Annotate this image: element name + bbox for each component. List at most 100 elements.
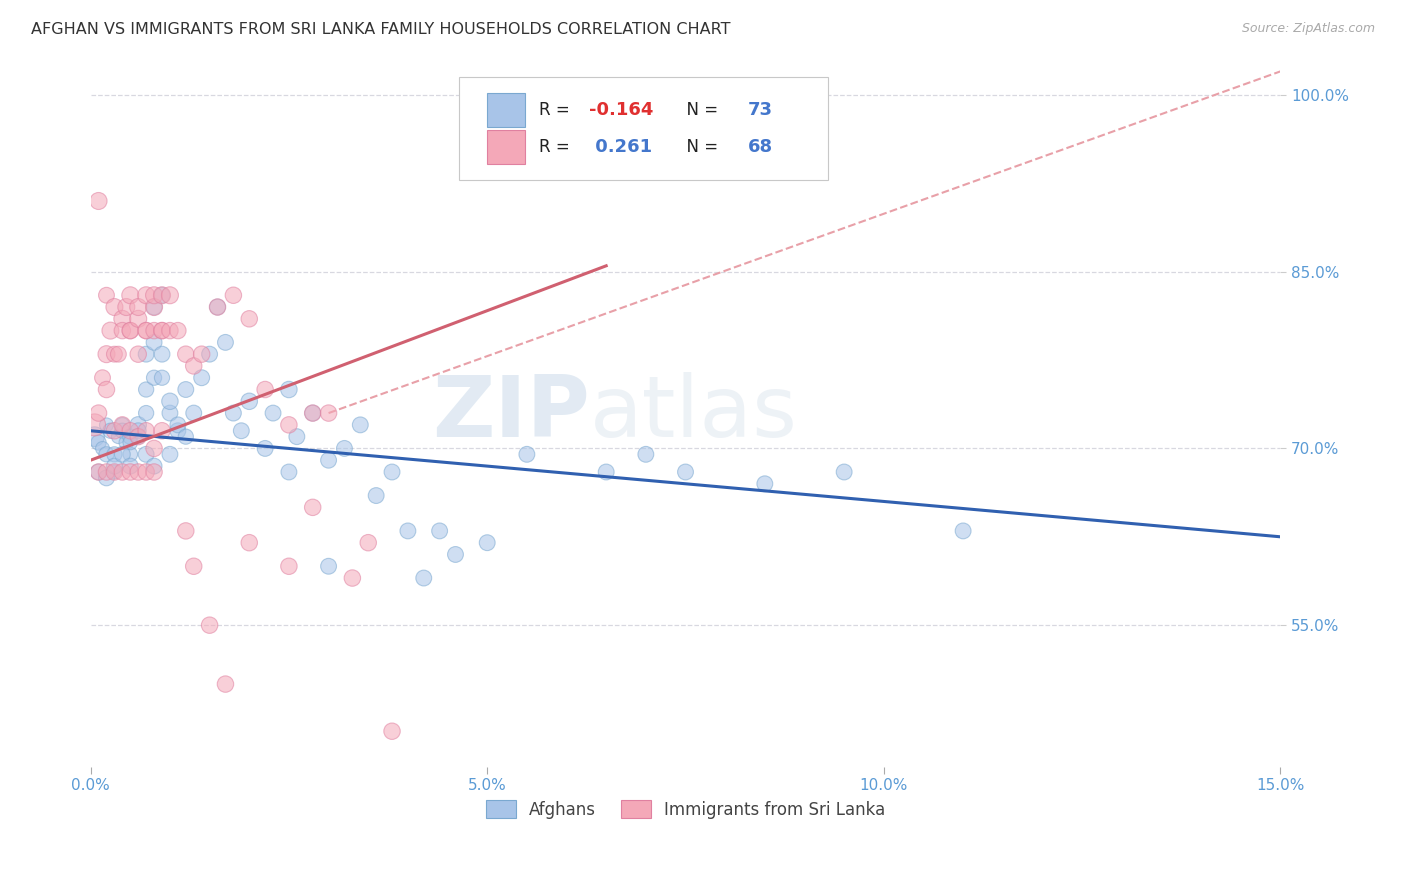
Point [96, 417, 118, 432]
Point [127, 430, 149, 444]
Point [595, 465, 617, 479]
Point [111, 417, 134, 432]
Point [103, 465, 125, 479]
Point [238, 394, 260, 409]
Point [111, 447, 134, 461]
Point [952, 524, 974, 538]
Point [254, 442, 277, 456]
Point [238, 535, 260, 549]
Point [381, 465, 404, 479]
Point [96, 471, 118, 485]
Text: ZIP: ZIP [433, 372, 591, 455]
Point [262, 406, 284, 420]
Point [429, 524, 451, 538]
Point [222, 406, 245, 420]
Point [87, 465, 110, 479]
Point [103, 465, 125, 479]
Point [477, 535, 499, 549]
Point [150, 424, 173, 438]
Point [120, 447, 142, 461]
Point [231, 424, 253, 438]
Point [150, 370, 173, 384]
Text: 0.261: 0.261 [589, 137, 652, 155]
Point [342, 571, 364, 585]
Point [143, 370, 166, 384]
Point [143, 300, 166, 314]
Point [135, 288, 157, 302]
FancyBboxPatch shape [486, 93, 524, 127]
Point [143, 335, 166, 350]
Point [127, 465, 149, 479]
Point [96, 447, 118, 461]
Point [159, 406, 181, 420]
Text: R =: R = [538, 101, 575, 119]
Point [87, 194, 110, 208]
Point [174, 524, 197, 538]
Point [135, 465, 157, 479]
Point [333, 442, 356, 456]
Point [207, 300, 229, 314]
Point [167, 417, 190, 432]
Point [159, 394, 181, 409]
Point [120, 459, 142, 474]
Text: N =: N = [676, 137, 723, 155]
Point [301, 406, 323, 420]
Point [135, 324, 157, 338]
Point [301, 406, 323, 420]
Point [107, 430, 129, 444]
Text: N =: N = [676, 101, 723, 119]
Point [277, 559, 299, 574]
Point [150, 288, 173, 302]
FancyBboxPatch shape [486, 129, 524, 163]
Point [183, 359, 205, 373]
Point [87, 435, 110, 450]
Point [159, 288, 181, 302]
Point [135, 324, 157, 338]
Point [135, 447, 157, 461]
Point [150, 324, 173, 338]
Point [143, 465, 166, 479]
Point [190, 347, 212, 361]
Text: 73: 73 [748, 101, 772, 119]
Point [111, 424, 134, 438]
Point [150, 324, 173, 338]
Point [96, 288, 118, 302]
Point [107, 347, 129, 361]
Point [143, 459, 166, 474]
Point [174, 347, 197, 361]
Point [111, 311, 134, 326]
Point [135, 383, 157, 397]
Point [115, 435, 138, 450]
Point [100, 324, 122, 338]
Point [83, 417, 105, 432]
Point [127, 347, 149, 361]
Point [754, 476, 776, 491]
Point [412, 571, 434, 585]
Point [143, 324, 166, 338]
Point [318, 559, 340, 574]
Legend: Afghans, Immigrants from Sri Lanka: Afghans, Immigrants from Sri Lanka [479, 793, 893, 825]
Point [127, 417, 149, 432]
Point [183, 406, 205, 420]
Point [198, 347, 221, 361]
Point [675, 465, 697, 479]
Point [444, 548, 467, 562]
Text: AFGHAN VS IMMIGRANTS FROM SRI LANKA FAMILY HOUSEHOLDS CORRELATION CHART: AFGHAN VS IMMIGRANTS FROM SRI LANKA FAMI… [31, 22, 731, 37]
Point [120, 430, 142, 444]
Point [135, 406, 157, 420]
Point [277, 417, 299, 432]
Point [167, 324, 190, 338]
Point [174, 383, 197, 397]
Point [349, 417, 371, 432]
Point [634, 447, 657, 461]
Point [277, 383, 299, 397]
Point [96, 383, 118, 397]
Point [127, 430, 149, 444]
Point [396, 524, 419, 538]
Text: R =: R = [538, 137, 575, 155]
Point [190, 370, 212, 384]
Point [87, 465, 110, 479]
Point [150, 347, 173, 361]
Point [127, 300, 149, 314]
Point [214, 335, 236, 350]
